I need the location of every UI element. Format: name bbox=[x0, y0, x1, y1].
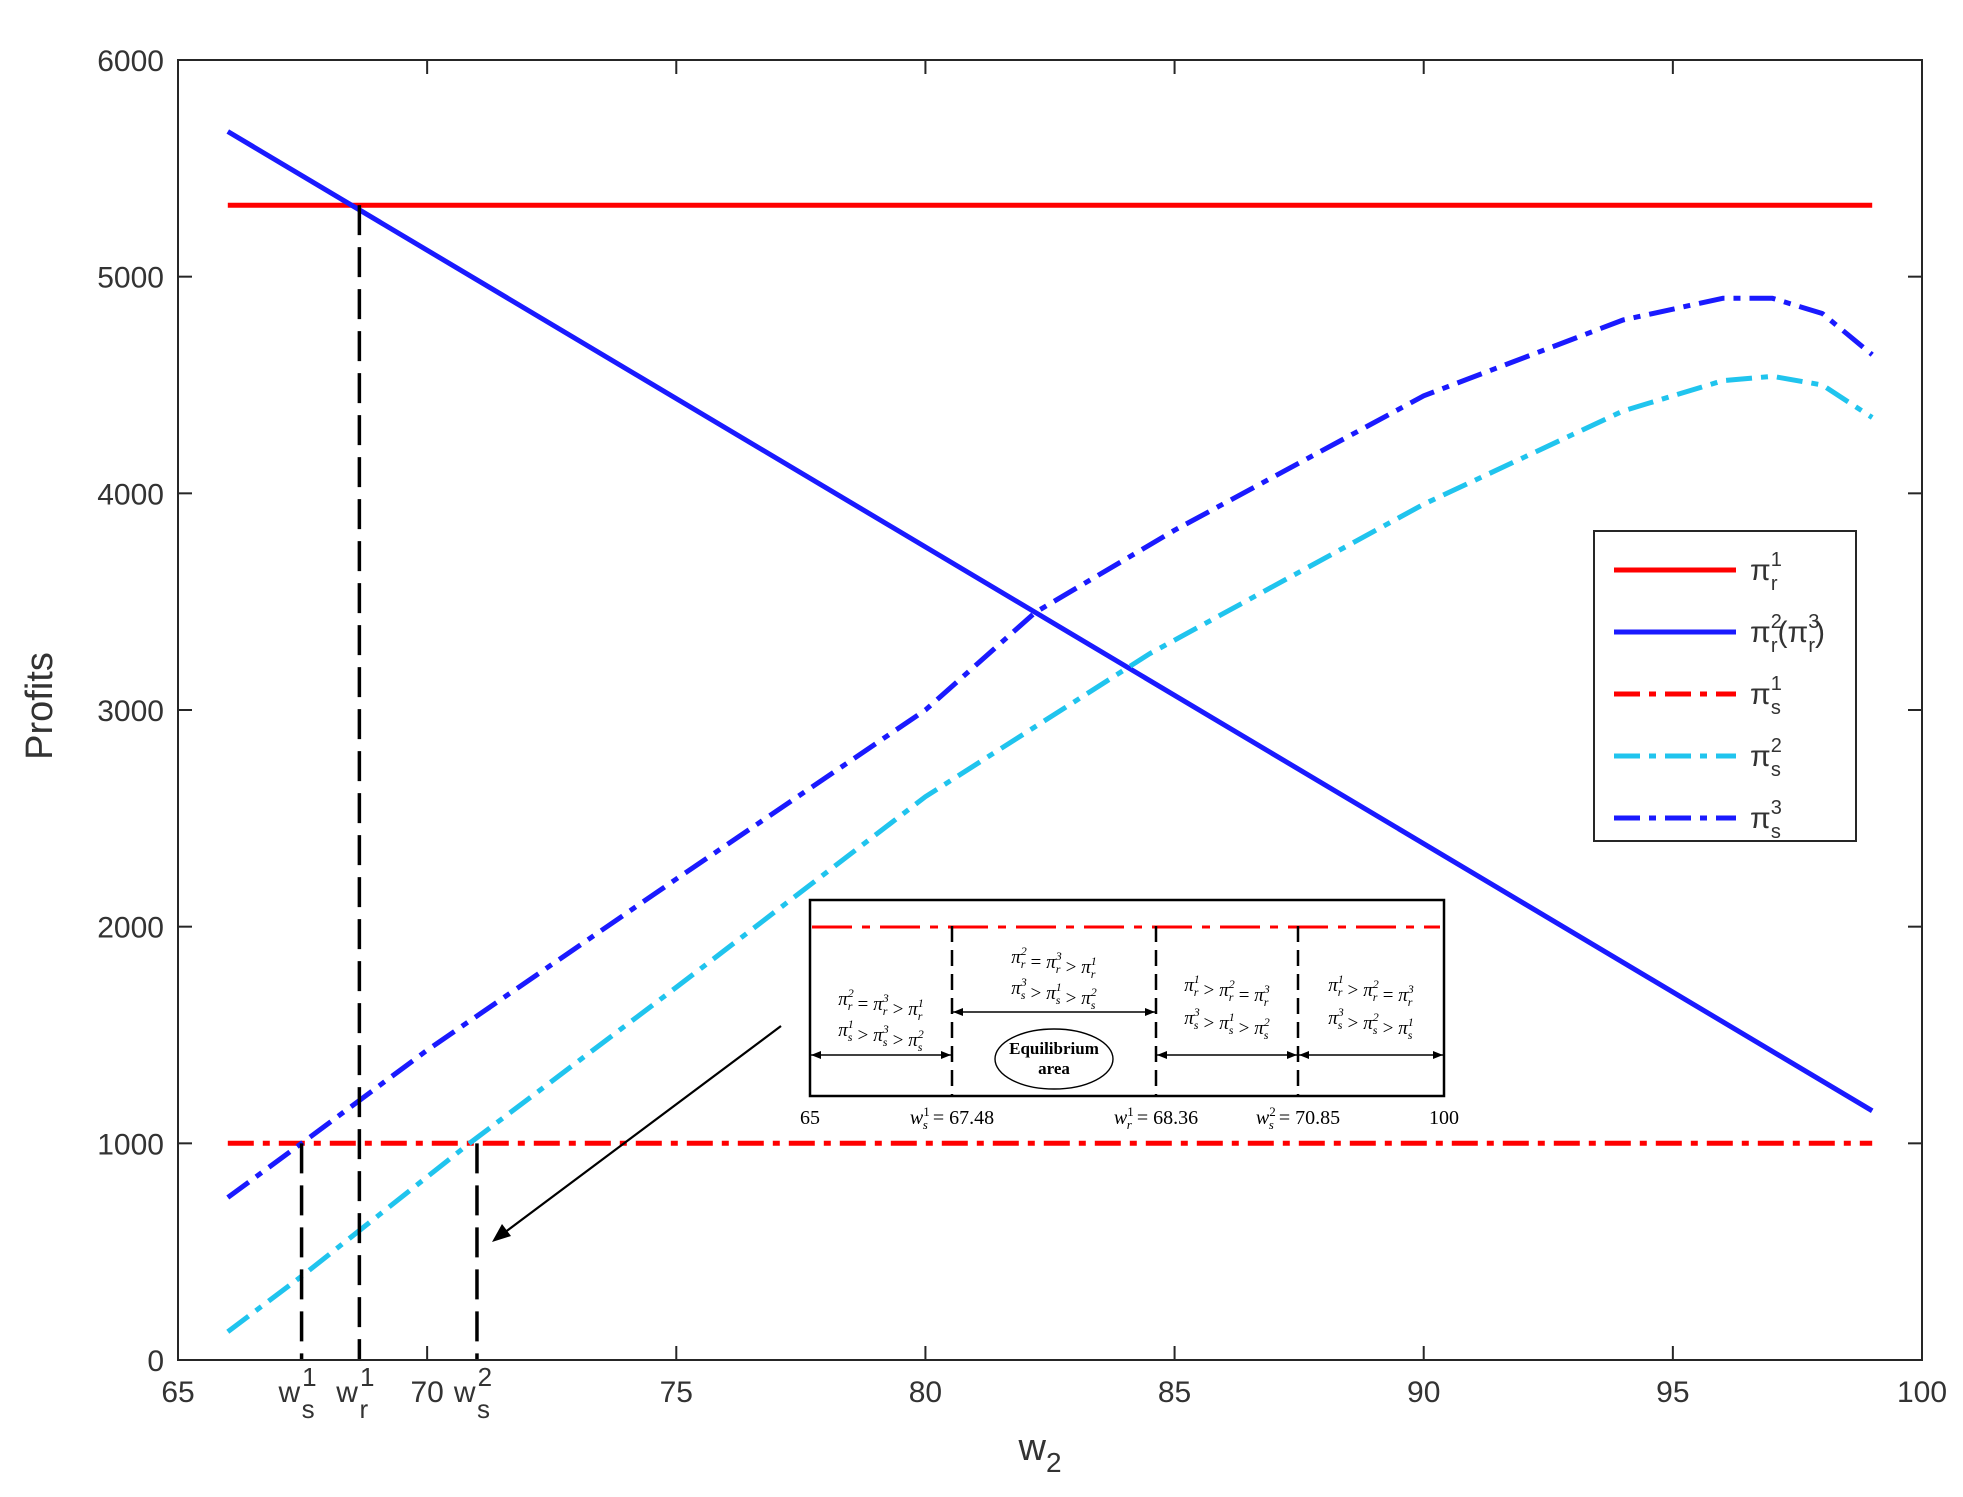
y-tick-label: 6000 bbox=[97, 45, 164, 78]
y-tick-label: 2000 bbox=[97, 912, 164, 945]
series-layer bbox=[226, 129, 1874, 1334]
inset-arrow-head-right bbox=[1287, 1051, 1297, 1059]
marker-labels-layer: w1 s w1 r w2 s bbox=[278, 1362, 493, 1424]
legend-label-1: π1 r bbox=[1750, 549, 1782, 595]
inset-region-2-line1: π2 r = π3 r > π1 r bbox=[1011, 944, 1097, 981]
legend-label-5: π3 s bbox=[1750, 797, 1782, 843]
inset-arrow-head-left bbox=[1299, 1051, 1309, 1059]
inset-diagram: π2 r = π3 r > π1 rπ1 s > π3 s > π2 sπ2 r = π3 r > π1 rπ3 s > π1 s… bbox=[800, 898, 1459, 1132]
inset-region-3-line2: π3 s > π1 s > π2 s bbox=[1184, 1005, 1270, 1042]
inset-arrow-region-4 bbox=[1299, 1051, 1443, 1059]
legend-label-4: π2 s bbox=[1750, 735, 1782, 781]
x-axis-label: w2 bbox=[1017, 1427, 1061, 1478]
x-tick-label: 95 bbox=[1656, 1376, 1689, 1409]
inset-arrow-region-1 bbox=[811, 1051, 951, 1059]
x-tick-label: 70 bbox=[410, 1376, 443, 1409]
series-line-4 bbox=[226, 373, 1874, 1334]
legend-label-2: π2 r(π3 r) bbox=[1750, 611, 1825, 657]
y-tick-label: 3000 bbox=[97, 695, 164, 728]
inset-box bbox=[808, 898, 1446, 1098]
inset-arrow-head-left bbox=[953, 1008, 963, 1016]
x-tick-label: 80 bbox=[909, 1376, 942, 1409]
x-tick-label: 75 bbox=[660, 1376, 693, 1409]
x-tick-label: 100 bbox=[1897, 1376, 1947, 1409]
inset-arrow-region-2 bbox=[953, 1008, 1155, 1016]
inset-arrow-head-right bbox=[1433, 1051, 1443, 1059]
legend-label-3: π1 s bbox=[1750, 673, 1782, 719]
inset-equilibrium-text-1: Equilibrium bbox=[1009, 1039, 1099, 1058]
inset-equilibrium-ellipse bbox=[994, 1028, 1114, 1090]
inset-region-3-line1: π1 r > π2 r = π3 r bbox=[1184, 972, 1270, 1009]
legend-box bbox=[1593, 530, 1857, 842]
guide-lines-layer bbox=[299, 205, 479, 1360]
inset-arrow-head-left bbox=[811, 1051, 821, 1059]
inset-region-4-line2: π3 s > π2 s > π1 s bbox=[1328, 1005, 1414, 1042]
marker-label-3: w2 s bbox=[453, 1362, 492, 1424]
marker-label-2: w1 r bbox=[335, 1362, 374, 1424]
series-line-2 bbox=[226, 129, 1874, 1113]
inset-boundary-label-1: w1 s = 67.48 bbox=[910, 1104, 994, 1132]
inset-arrow bbox=[492, 1025, 782, 1242]
inset-right-label: 100 bbox=[1429, 1107, 1459, 1129]
inset-equilibrium-text-2: area bbox=[1038, 1059, 1070, 1078]
inset-boundary-label-2: w1 r = 68.36 bbox=[1114, 1104, 1198, 1132]
y-axis-label: Profits bbox=[19, 652, 61, 760]
inset-region-1-line1: π2 r = π3 r > π1 r bbox=[838, 986, 924, 1023]
x-tick-label: 90 bbox=[1407, 1376, 1440, 1409]
inset-arrow-head-right bbox=[941, 1051, 951, 1059]
marker-label-1: w1 s bbox=[278, 1362, 317, 1424]
inset-arrow-head-left bbox=[1157, 1051, 1167, 1059]
y-tick-label: 0 bbox=[147, 1345, 164, 1378]
inset-boundary-label-3: w2 s = 70.85 bbox=[1256, 1104, 1340, 1132]
y-tick-label: 4000 bbox=[97, 478, 164, 511]
inset-left-label: 65 bbox=[800, 1107, 820, 1129]
inset-arrow-head-right bbox=[1145, 1008, 1155, 1016]
y-tick-label: 5000 bbox=[97, 262, 164, 295]
inset-region-2-line2: π3 s > π1 s > π2 s bbox=[1011, 975, 1097, 1012]
ticks-layer: 65 70 75 80 85 90 95 10001000200030004000500060… bbox=[97, 45, 1947, 1409]
legend: π1 r π2 r(π3 r) π1 s π2 s π3 s bbox=[1593, 530, 1857, 843]
x-tick-label: 65 bbox=[161, 1376, 194, 1409]
series-line-5 bbox=[226, 295, 1874, 1200]
x-tick-label: 85 bbox=[1158, 1376, 1191, 1409]
inset-region-1-line2: π1 s > π3 s > π2 s bbox=[838, 1017, 924, 1054]
y-tick-label: 1000 bbox=[97, 1128, 164, 1161]
inset-arrow-region-3 bbox=[1157, 1051, 1297, 1059]
inset-region-4-line1: π1 r > π2 r = π3 r bbox=[1328, 972, 1414, 1009]
